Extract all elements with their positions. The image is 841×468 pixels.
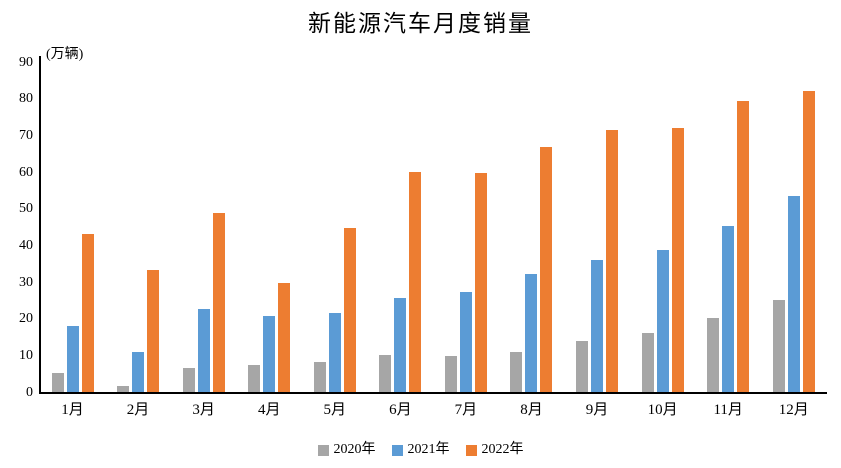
bar-2020年-8月 — [510, 352, 523, 392]
bar-2022年-7月 — [474, 173, 487, 392]
y-tick-label: 80 — [19, 91, 33, 107]
bar-2022年-11月 — [737, 101, 750, 392]
y-tick-label: 20 — [19, 311, 33, 327]
x-tick-label: 9月 — [585, 402, 609, 418]
bar-2020年-10月 — [641, 333, 654, 392]
bar-2022年-12月 — [802, 91, 815, 392]
bar-2021年-3月 — [197, 309, 210, 392]
bar-2020年-7月 — [444, 356, 457, 392]
y-tick-label: 50 — [19, 201, 33, 217]
bar-2020年-1月 — [51, 373, 64, 392]
y-tick-label: 70 — [19, 127, 33, 143]
legend-marker-icon — [465, 444, 477, 456]
x-tick-label: 11月 — [713, 402, 743, 418]
bar-2022年-1月 — [81, 234, 94, 392]
bar-2021年-6月 — [394, 298, 407, 392]
y-tick-label: 40 — [19, 237, 33, 253]
x-tick-label: 3月 — [192, 402, 215, 418]
legend-label: 2022年 — [481, 442, 524, 457]
legend-item-2020年: 2020年 — [317, 441, 376, 459]
bar-2020年-11月 — [707, 318, 720, 392]
y-tick-label: 90 — [19, 54, 33, 70]
bar-2021年-2月 — [132, 352, 145, 392]
x-tick-label: 10月 — [647, 402, 678, 418]
y-tick-label: 60 — [19, 164, 33, 180]
y-axis-line — [39, 56, 41, 394]
legend-item-2021年: 2021年 — [391, 441, 450, 459]
y-tick-label: 30 — [19, 274, 33, 290]
bar-2020年-3月 — [182, 368, 195, 392]
chart-title: 新能源汽车月度销量 — [308, 11, 533, 36]
bar-2021年-10月 — [656, 250, 669, 392]
x-tick-label: 12月 — [778, 402, 809, 418]
y-tick-label: 10 — [19, 347, 33, 363]
x-tick-label: 4月 — [257, 402, 281, 418]
bar-2022年-8月 — [540, 147, 553, 392]
bar-2022年-5月 — [343, 228, 356, 392]
bar-2022年-10月 — [671, 128, 684, 392]
bar-2021年-9月 — [591, 260, 604, 392]
bar-2020年-12月 — [772, 300, 785, 392]
x-tick-label: 2月 — [126, 402, 150, 418]
legend-item-2022年: 2022年 — [465, 441, 524, 459]
y-tick-label: 0 — [26, 384, 33, 400]
x-axis-line — [39, 392, 827, 394]
bar-2021年-5月 — [328, 313, 341, 392]
legend-label: 2021年 — [407, 442, 450, 457]
bar-2020年-9月 — [576, 341, 589, 392]
bar-2020年-4月 — [248, 365, 261, 392]
bar-2020年-6月 — [379, 355, 392, 392]
bar-2022年-2月 — [147, 270, 160, 392]
x-tick-label: 8月 — [520, 402, 543, 418]
bar-2021年-4月 — [263, 316, 276, 392]
bar-2021年-12月 — [787, 196, 800, 392]
legend-marker-icon — [317, 444, 329, 456]
bar-2022年-4月 — [278, 283, 291, 392]
y-axis-unit-label: (万辆) — [46, 47, 84, 62]
bar-2021年-7月 — [459, 292, 472, 392]
x-tick-label: 5月 — [323, 402, 347, 418]
x-tick-label: 1月 — [61, 402, 84, 418]
bar-2022年-3月 — [212, 213, 225, 392]
legend: 2020年 2021年 2022年 — [0, 439, 841, 461]
legend-label: 2020年 — [333, 442, 376, 457]
bar-2022年-9月 — [606, 130, 619, 392]
legend-marker-icon — [391, 444, 403, 456]
bar-2021年-1月 — [66, 326, 79, 392]
bar-2020年-5月 — [313, 362, 326, 392]
bar-2022年-6月 — [409, 172, 422, 392]
x-tick-label: 6月 — [389, 402, 412, 418]
bar-2021年-11月 — [722, 226, 735, 392]
bar-2021年-8月 — [525, 274, 538, 392]
x-tick-label: 7月 — [454, 402, 478, 418]
bar-2020年-2月 — [117, 386, 130, 392]
